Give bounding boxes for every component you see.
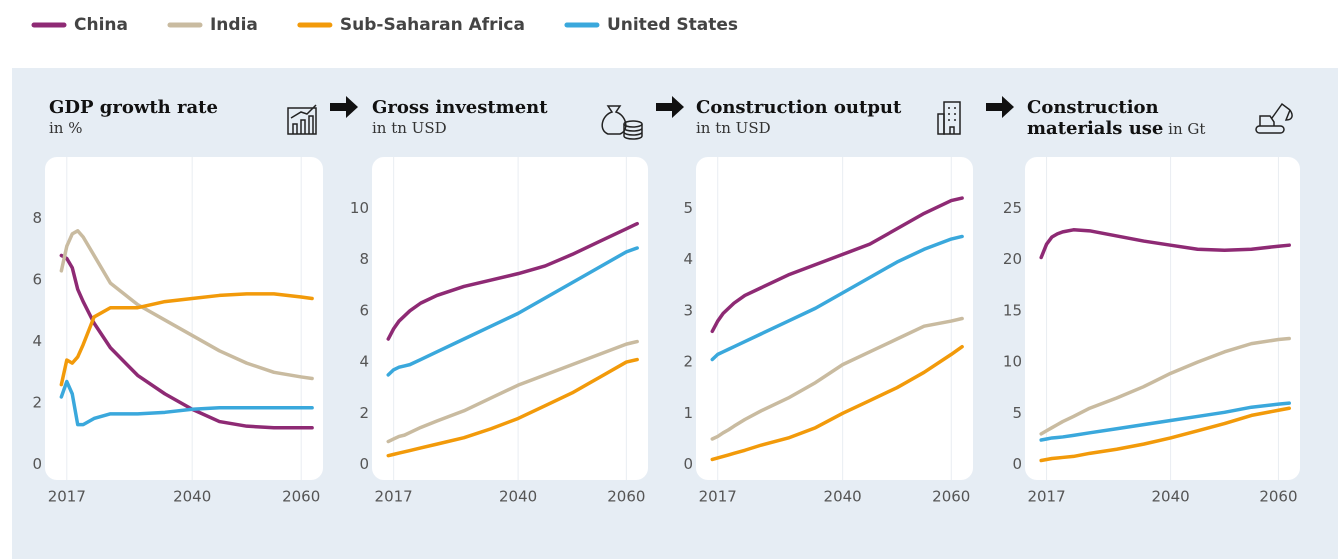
subtitle: in % <box>49 119 83 137</box>
y-tick-label: 20 <box>1003 250 1022 268</box>
plot-card <box>1025 157 1300 480</box>
y-tick-label: 4 <box>359 353 369 371</box>
series-line <box>1039 228 1291 260</box>
plot-card <box>696 157 973 480</box>
panel-title: GDP growth rate in % <box>49 97 289 139</box>
title: GDP growth rate <box>49 97 218 118</box>
y-tick-label: 8 <box>32 209 42 227</box>
building-icon <box>937 101 961 135</box>
y-tick-label: 5 <box>683 199 693 217</box>
y-tick-label: 6 <box>32 271 42 289</box>
legend-label: China <box>74 15 128 35</box>
title: Construction materials use <box>1027 97 1164 139</box>
arrow <box>330 96 358 118</box>
y-tick-label: 3 <box>683 301 693 319</box>
plot-card <box>45 157 323 480</box>
y-tick-label: 4 <box>32 332 42 350</box>
series-line <box>1039 401 1291 442</box>
series-line <box>1039 406 1291 463</box>
subtitle: in Gt <box>1168 120 1206 138</box>
y-tick-label: 0 <box>359 455 369 473</box>
x-tick-label: 2017 <box>1027 488 1065 506</box>
x-tick-label: 2060 <box>1259 488 1297 506</box>
legend-label: India <box>210 15 258 35</box>
arrow <box>656 96 684 118</box>
y-tick-label: 10 <box>350 199 369 217</box>
series-line <box>386 339 639 444</box>
x-tick-label: 2017 <box>699 488 737 506</box>
title: Construction output <box>696 97 902 118</box>
subtitle: in tn USD <box>696 119 771 137</box>
y-tick-label: 15 <box>1003 301 1022 319</box>
series-line <box>386 357 639 458</box>
title: Gross investment <box>372 97 548 118</box>
x-tick-label: 2060 <box>932 488 970 506</box>
y-tick-label: 0 <box>683 455 693 473</box>
subtitle: in tn USD <box>372 119 447 137</box>
y-tick-label: 5 <box>1012 404 1022 422</box>
series-line <box>1039 336 1291 436</box>
series-line <box>59 229 314 381</box>
icons <box>287 101 1293 140</box>
y-tick-label: 6 <box>359 301 369 319</box>
x-tick-label: 2060 <box>607 488 645 506</box>
x-tick-label: 2017 <box>48 488 86 506</box>
series-line <box>59 292 314 387</box>
y-tick-label: 10 <box>1003 353 1022 371</box>
x-tick-label: 2040 <box>173 488 211 506</box>
series-line <box>386 246 639 377</box>
legend: China India Sub-Saharan Africa United State… <box>31 15 738 35</box>
legend-label: United States <box>607 15 738 35</box>
series-line <box>710 316 964 441</box>
series-line <box>59 379 314 427</box>
y-tick-label: 25 <box>1003 199 1022 217</box>
y-tick-label: 0 <box>1012 455 1022 473</box>
series-line <box>59 253 314 430</box>
x-tick-label: 2017 <box>375 488 413 506</box>
panel-title: Construction materials use in Gt <box>1027 97 1232 140</box>
excavator-icon <box>1255 102 1293 134</box>
y-tick-label: 2 <box>683 353 693 371</box>
y-tick-label: 1 <box>683 404 693 422</box>
series-line <box>710 196 964 334</box>
x-tick-label: 2040 <box>499 488 537 506</box>
y-tick-label: 8 <box>359 250 369 268</box>
x-tick-label: 2060 <box>282 488 320 506</box>
legend-label: Sub-Saharan Africa <box>340 15 525 35</box>
panel-title: Gross investment in tn USD <box>372 97 612 139</box>
series-line <box>386 221 639 341</box>
y-tick-label: 0 <box>32 455 42 473</box>
x-tick-label: 2040 <box>824 488 862 506</box>
panel-title: Construction output in tn USD <box>696 97 936 139</box>
y-tick-label: 4 <box>683 250 693 268</box>
y-tick-label: 2 <box>359 404 369 422</box>
y-tick-label: 2 <box>32 394 42 412</box>
money-icon <box>601 105 643 140</box>
x-tick-label: 2040 <box>1151 488 1189 506</box>
chart-icon <box>287 104 317 135</box>
series-line <box>710 344 964 462</box>
arrow <box>986 96 1014 118</box>
arrows <box>330 96 1014 118</box>
series-line <box>710 234 964 362</box>
